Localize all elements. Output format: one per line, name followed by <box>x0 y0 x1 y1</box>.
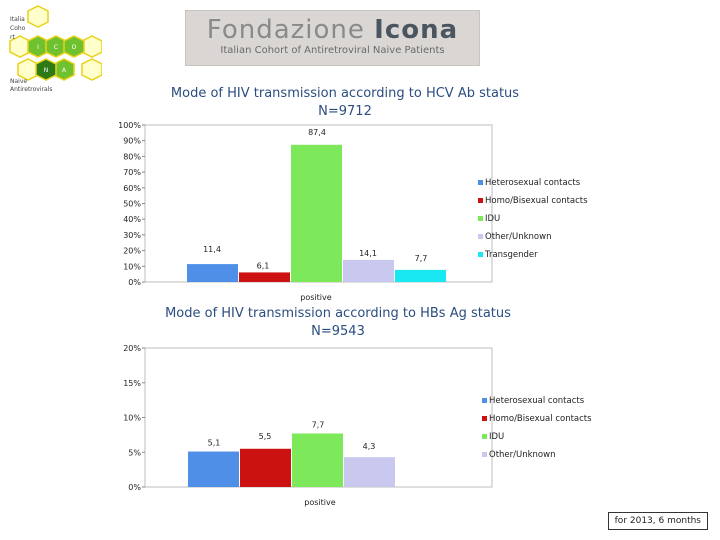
chart2-ytick-label: 10% <box>123 414 141 423</box>
honeycomb-word-rt: rt <box>10 34 15 41</box>
chart1-legend-swatch <box>478 180 483 185</box>
chart2-legend-swatch <box>482 398 487 403</box>
honeycomb-letter: A <box>62 67 67 74</box>
chart1-legend-swatch <box>478 234 483 239</box>
chart2-legend-label: IDU <box>489 432 504 442</box>
honeycomb-cell-o <box>63 35 85 58</box>
chart2-ytick-label: 20% <box>123 344 141 353</box>
chart2-legend-label: Other/Unknown <box>489 450 555 460</box>
logo-title: Fondazione Icona <box>186 15 479 45</box>
chart1-data-label: 7,7 <box>415 254 428 263</box>
logo-subtitle: Italian Cohort of Antiretroviral Naive P… <box>220 45 445 56</box>
chart1-bar-homo-bisexual-contacts <box>239 272 290 282</box>
chart1-ytick-label: 50% <box>123 200 141 209</box>
chart2-category-label: positive <box>304 498 335 507</box>
chart2-bar-homo-bisexual-contacts <box>240 448 291 487</box>
chart1-subtitle: N=9712 <box>318 104 372 119</box>
chart1-legend-swatch <box>478 252 483 257</box>
chart2-ytick-label: 5% <box>128 448 141 457</box>
chart2-bar-heterosexual-contacts <box>188 451 239 487</box>
chart2-ytick-label: 0% <box>128 483 141 492</box>
chart1-bar-heterosexual-contacts <box>187 264 238 282</box>
chart2-legend-swatch <box>482 416 487 421</box>
chart1-ytick-label: 20% <box>123 247 141 256</box>
chart2-data-label: 7,7 <box>312 420 325 429</box>
chart1-category-label: positive <box>300 293 331 302</box>
chart1-bar-idu <box>291 144 342 282</box>
chart1-ytick-label: 60% <box>123 184 141 193</box>
period-note: for 2013, 6 months <box>607 512 708 530</box>
logo-word-icona: Icona <box>374 15 459 45</box>
chart1-legend-swatch <box>478 216 483 221</box>
chart1-title: Mode of HIV transmission according to HC… <box>170 86 520 101</box>
fondazione-icona-logo: Fondazione Icona Italian Cohort of Antir… <box>185 10 480 66</box>
chart2-subtitle: N=9543 <box>311 324 365 339</box>
chart1-ytick-label: 30% <box>123 231 141 240</box>
chart1-legend-label: Other/Unknown <box>485 232 551 242</box>
chart1-bar-other-unknown <box>343 259 394 282</box>
logo-word-fondazione: Fondazione <box>206 15 365 45</box>
honeycomb-word-italia: Italia <box>10 16 25 23</box>
icona-honeycomb-logo: I C O N A <box>9 5 102 81</box>
chart1-data-label: 87,4 <box>308 128 326 137</box>
chart2-title: Mode of HIV transmission according to HB… <box>165 306 511 321</box>
chart1-ytick-label: 80% <box>123 152 141 161</box>
chart2-data-label: 4,3 <box>363 442 376 451</box>
honeycomb-caption-antiretrovirals: Antiretrovirals <box>10 86 53 93</box>
honeycomb-letter: C <box>54 44 58 51</box>
chart1-ytick-label: 100% <box>118 121 141 130</box>
chart1-ytick-label: 90% <box>123 137 141 146</box>
chart1-ytick-label: 10% <box>123 262 141 271</box>
chart1-legend-label: Transgender <box>484 250 538 260</box>
chart1-legend-label: Homo/Bisexual contacts <box>485 196 588 206</box>
honeycomb-letter: N <box>44 67 49 74</box>
honeycomb-letter: I <box>37 44 39 51</box>
chart2-bar-idu <box>292 433 343 487</box>
chart2-data-label: 5,1 <box>208 439 221 448</box>
honeycomb-caption-naive: Naive <box>10 78 28 85</box>
chart2-data-label: 5,5 <box>259 432 272 441</box>
chart2-legend-label: Heterosexual contacts <box>489 396 585 406</box>
chart2-ytick-label: 15% <box>123 379 141 388</box>
honeycomb-cell-n <box>35 58 57 81</box>
chart1-ytick-label: 40% <box>123 215 141 224</box>
chart1-ytick-label: 70% <box>123 168 141 177</box>
chart1-bar-transgender <box>395 269 446 282</box>
chart1-ytick-label: 0% <box>128 278 141 287</box>
chart2-bar-other-unknown <box>344 457 395 487</box>
chart1-data-label: 11,4 <box>203 245 221 254</box>
chart1-legend-label: IDU <box>485 214 500 224</box>
honeycomb-letter: O <box>72 44 77 51</box>
honeycomb-word-coho: Coho <box>10 25 26 32</box>
chart1-legend-swatch <box>478 198 483 203</box>
chart2-legend-label: Homo/Bisexual contacts <box>489 414 592 424</box>
chart2-legend-swatch <box>482 434 487 439</box>
chart1-data-label: 6,1 <box>257 261 270 270</box>
chart1-legend-label: Heterosexual contacts <box>485 178 581 188</box>
chart2-legend-swatch <box>482 452 487 457</box>
chart1-data-label: 14,1 <box>359 249 377 258</box>
